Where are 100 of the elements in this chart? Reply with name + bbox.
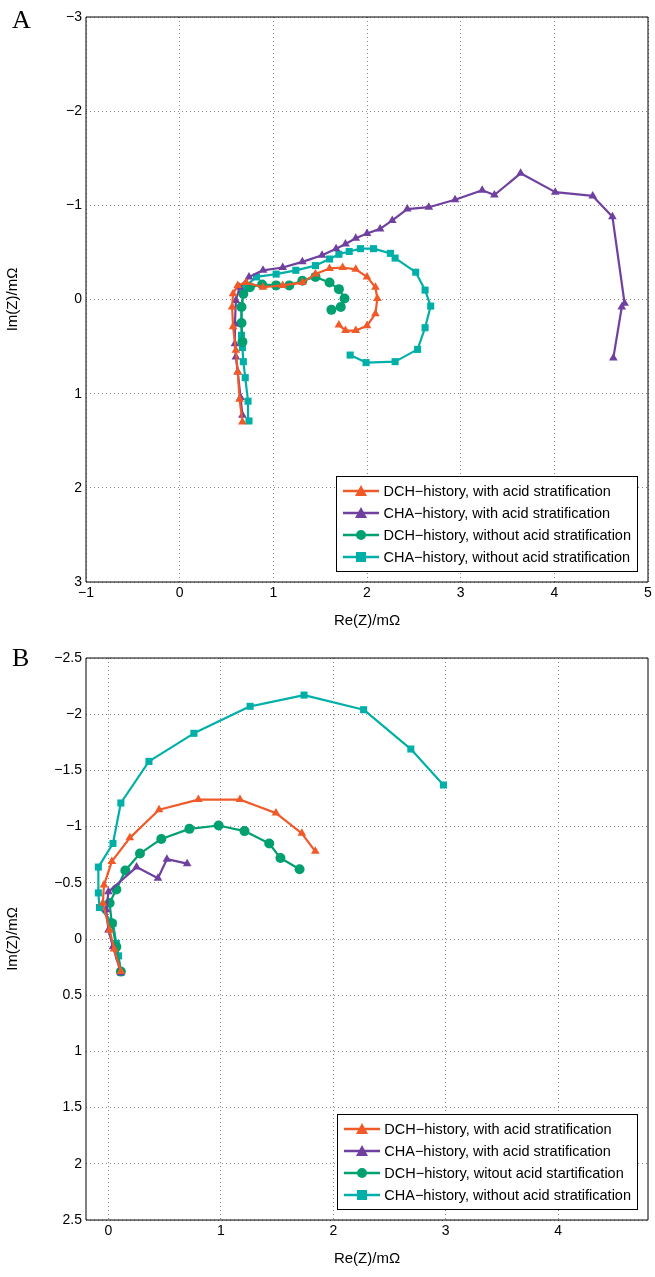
point [156,833,167,844]
x-axis-title: Re(Z)/mΩ [333,1249,401,1267]
y-tick-label: 1 [74,1042,83,1059]
point [109,839,117,847]
legend-label: CHA−history, without acid stratification [384,1186,631,1205]
point [609,352,618,361]
point [310,846,320,854]
point [271,808,281,816]
x-tick-label: 1 [269,584,278,601]
point [278,262,288,270]
point [325,263,334,271]
x-tick-label: 2 [329,1222,338,1239]
point [490,189,499,198]
point [372,293,382,302]
point [182,858,192,867]
point [346,351,354,359]
point [241,374,249,382]
point [371,282,380,290]
point [162,854,172,862]
point [427,302,435,310]
point [371,308,380,317]
point [387,215,397,223]
point [375,223,385,232]
legend-label: DCH−history, without acid stratification [383,526,631,545]
x-tick-label: 5 [644,584,653,601]
x-tick-label: 0 [175,584,184,601]
y-tick-label: 1.5 [62,1098,83,1115]
y-tick-label: 0.5 [62,986,83,1003]
point [245,417,253,425]
point [421,324,429,332]
point [335,250,343,258]
y-tick-label: 3 [74,572,83,589]
point [300,691,308,699]
point [324,277,335,288]
point [194,794,203,803]
x-tick-label: 0 [104,1222,113,1239]
point [407,745,415,753]
point [272,270,280,278]
point [450,194,460,203]
point [275,853,286,864]
y-tick-label: −2.5 [54,648,83,665]
point [317,250,327,258]
point [386,249,394,257]
point [132,862,141,870]
point [125,832,135,841]
point [98,898,108,906]
point [311,269,320,277]
point [228,288,238,297]
point [338,262,347,270]
point [421,286,429,294]
point [360,706,368,714]
point [154,804,164,813]
point [326,255,334,263]
y-tick-label: −3 [66,7,83,24]
y-axis-title: Im(Z)/mΩ [3,907,21,971]
point [297,828,307,836]
y-tick-label: −1.5 [54,761,83,778]
point [298,256,307,265]
x-axis-title: Re(Z)/mΩ [333,611,401,629]
legend-label: DCH−history, with acid stratification [383,482,611,501]
x-tick-label: 4 [550,584,559,601]
point [231,345,241,353]
point [333,284,344,295]
point [516,168,525,176]
point [335,302,346,313]
x-tick-label: 3 [441,1222,450,1239]
point [311,262,320,270]
x-tick-label: 2 [363,584,372,601]
legend-label: CHA−history, without acid stratification [383,548,631,567]
point [153,873,163,881]
y-tick-label: 0 [74,290,83,307]
point [227,302,237,310]
point [237,336,248,347]
point [326,304,337,315]
point [117,799,125,807]
point [412,268,420,276]
point [241,277,251,286]
x-tick-label: 1 [216,1222,225,1239]
point [294,864,305,875]
point [334,319,344,328]
legend-label: CHA−history, with acid stratification [383,504,611,523]
point [104,886,113,895]
point [370,245,378,253]
point [239,358,247,366]
point [362,271,372,280]
legend-label: DCH−history, witout acid startification [384,1164,624,1183]
point [391,254,399,262]
y-tick-label: −0.5 [54,873,83,890]
point [362,359,370,367]
point [588,190,598,199]
point [341,325,350,334]
point [424,202,434,210]
point [617,302,627,310]
y-tick-label: 2 [74,478,83,495]
point [120,865,131,876]
point [184,823,195,834]
y-tick-label: −1 [66,817,83,834]
point [292,266,300,274]
point [362,320,372,329]
point [258,265,268,273]
